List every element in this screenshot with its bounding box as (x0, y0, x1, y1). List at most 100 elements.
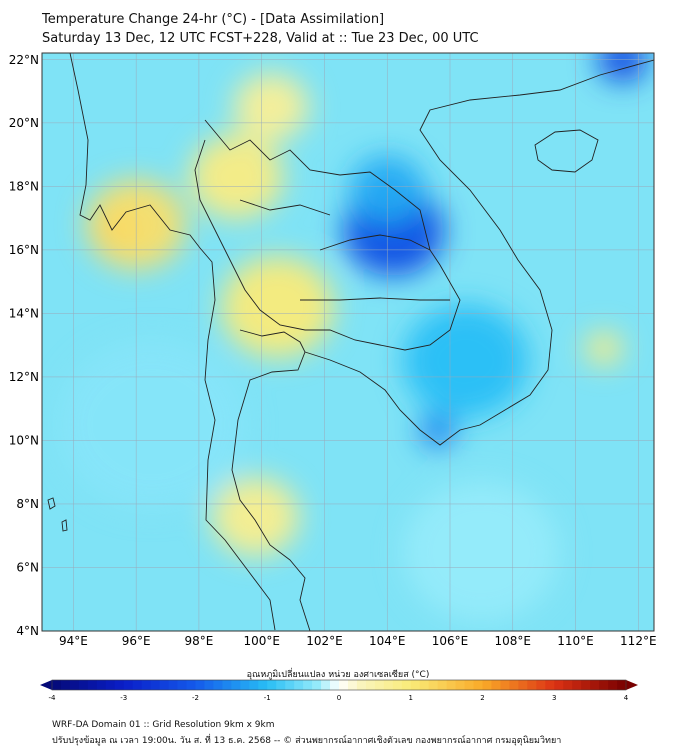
lon-label: 112°E (620, 634, 657, 648)
anomaly-blob-13 (402, 480, 560, 623)
footer-domain-info: WRF-DA Domain 01 :: Grid Resolution 9km … (52, 720, 275, 730)
colorbar-cell (258, 680, 268, 690)
colorbar-cell (554, 680, 564, 690)
colorbar-extend-min (40, 680, 52, 690)
colorbar-cell (60, 680, 71, 690)
lat-label: 16°N (9, 243, 39, 257)
colorbar-outline (51, 679, 627, 691)
colorbar-tick-label: -1 (264, 694, 271, 702)
colorbar-cell (500, 680, 510, 690)
coastlines-borders (47, 53, 654, 631)
colorbar-cell (356, 680, 367, 690)
colorbar-cell (114, 680, 125, 690)
colorbar-cell (87, 680, 98, 690)
colorbar-cell (168, 680, 178, 690)
colorbar-cell (572, 680, 582, 690)
lat-label: 12°N (9, 370, 39, 384)
map-title: Temperature Change 24-hr (°C) - [Data As… (42, 12, 385, 27)
lat-label: 6°N (16, 560, 39, 574)
colorbar-cell (312, 680, 322, 690)
colorbar: -4 -3 -2 -1 0 1 2 3 4 (40, 679, 638, 702)
lat-label: 18°N (9, 179, 39, 193)
colorbar-cell (186, 680, 196, 690)
colorbar-cell (437, 680, 448, 690)
colorbar-cell (545, 680, 555, 690)
lat-label: 8°N (16, 497, 39, 511)
colorbar-tick-label: 4 (624, 694, 629, 702)
colorbar-cell (330, 680, 340, 690)
colorbar-cell (150, 680, 161, 690)
colorbar-cell (105, 680, 116, 690)
colorbar-cell (195, 680, 205, 690)
colorbar-cell (428, 680, 439, 690)
colorbar-cell (599, 680, 609, 690)
colorbar-cell (132, 680, 143, 690)
colorbar-cell (52, 680, 62, 690)
colorbar-cell (608, 680, 618, 690)
colorbar-cell (141, 680, 152, 690)
colorbar-cell (383, 680, 394, 690)
colorbar-label: อุณหภูมิเปลี่ยนแปลง หน่วย องศาเซลเซียส (… (246, 670, 430, 680)
lon-label: 98°E (184, 634, 213, 648)
colorbar-cell (204, 680, 214, 690)
footer-update-info: ปรับปรุงข้อมูล ณ เวลา 19:00น. วัน ส. ที่… (52, 736, 562, 746)
colorbar-tick-label: 1 (409, 694, 413, 702)
colorbar-cell (581, 680, 591, 690)
colorbar-cell (69, 680, 80, 690)
map-subtitle: Saturday 13 Dec, 12 UTC FCST+228, Valid … (42, 31, 479, 46)
colorbar-cell (509, 680, 519, 690)
colorbar-cell (365, 680, 376, 690)
lon-label: 96°E (122, 634, 151, 648)
lon-label: 94°E (59, 634, 88, 648)
colorbar-cell (455, 680, 465, 690)
colorbar-cell (96, 680, 107, 690)
lon-label: 106°E (432, 634, 469, 648)
colorbar-cell (321, 680, 331, 690)
colorbar-tick-label: -4 (49, 694, 57, 702)
colorbar-tick-label: 0 (337, 694, 341, 702)
anomaly-blob-9 (402, 304, 529, 418)
anomaly-blob-6 (584, 331, 623, 366)
colorbar-cell (518, 680, 528, 690)
colorbar-cell (123, 680, 134, 690)
colorbar-tick-label: 3 (552, 694, 556, 702)
anomaly-blob-11 (597, 53, 648, 82)
colorbar-cell (249, 680, 259, 690)
colorbar-tick-label: -3 (120, 694, 127, 702)
colorbar-tick-label: 2 (480, 694, 484, 702)
colorbar-cell (267, 680, 277, 690)
colorbar-cell (491, 680, 501, 690)
colorbar-cell (231, 680, 241, 690)
colorbar-cell (410, 680, 421, 690)
lat-label: 4°N (16, 624, 39, 638)
colorbar-cell (536, 680, 546, 690)
colorbar-cell (303, 680, 313, 690)
lat-label: 22°N (9, 53, 39, 67)
lat-label: 20°N (9, 116, 39, 130)
colorbar-cell (285, 680, 295, 690)
colorbar-cell (347, 680, 358, 690)
colorbar-cell (482, 680, 492, 690)
colorbar-cell (617, 680, 627, 690)
colorbar-cell (222, 680, 232, 690)
lon-label: 108°E (495, 634, 532, 648)
anomaly-blob-4 (211, 477, 300, 557)
colorbar-cell (464, 680, 474, 690)
anomaly-blob-2 (189, 134, 284, 220)
colorbar-cell (473, 680, 483, 690)
lat-label: 14°N (9, 306, 39, 320)
colorbar-cell (374, 680, 385, 690)
anomaly-blob-12 (57, 339, 246, 510)
temperature-change-map: 22°N 20°N 18°N 16°N 14°N 12°N 10°N 8°N 6°N 4°N 94… (9, 52, 657, 648)
colorbar-tick-label: -2 (192, 694, 199, 702)
lon-label: 102°E (306, 634, 343, 648)
colorbar-cell (294, 680, 304, 690)
map-frame (41, 52, 655, 632)
colorbar-cell (339, 680, 349, 690)
colorbar-cell (446, 680, 456, 690)
colorbar-cell (392, 680, 403, 690)
colorbar-cell (276, 680, 286, 690)
colorbar-cell (401, 680, 412, 690)
lat-label: 10°N (9, 433, 39, 447)
lon-label: 110°E (557, 634, 594, 648)
